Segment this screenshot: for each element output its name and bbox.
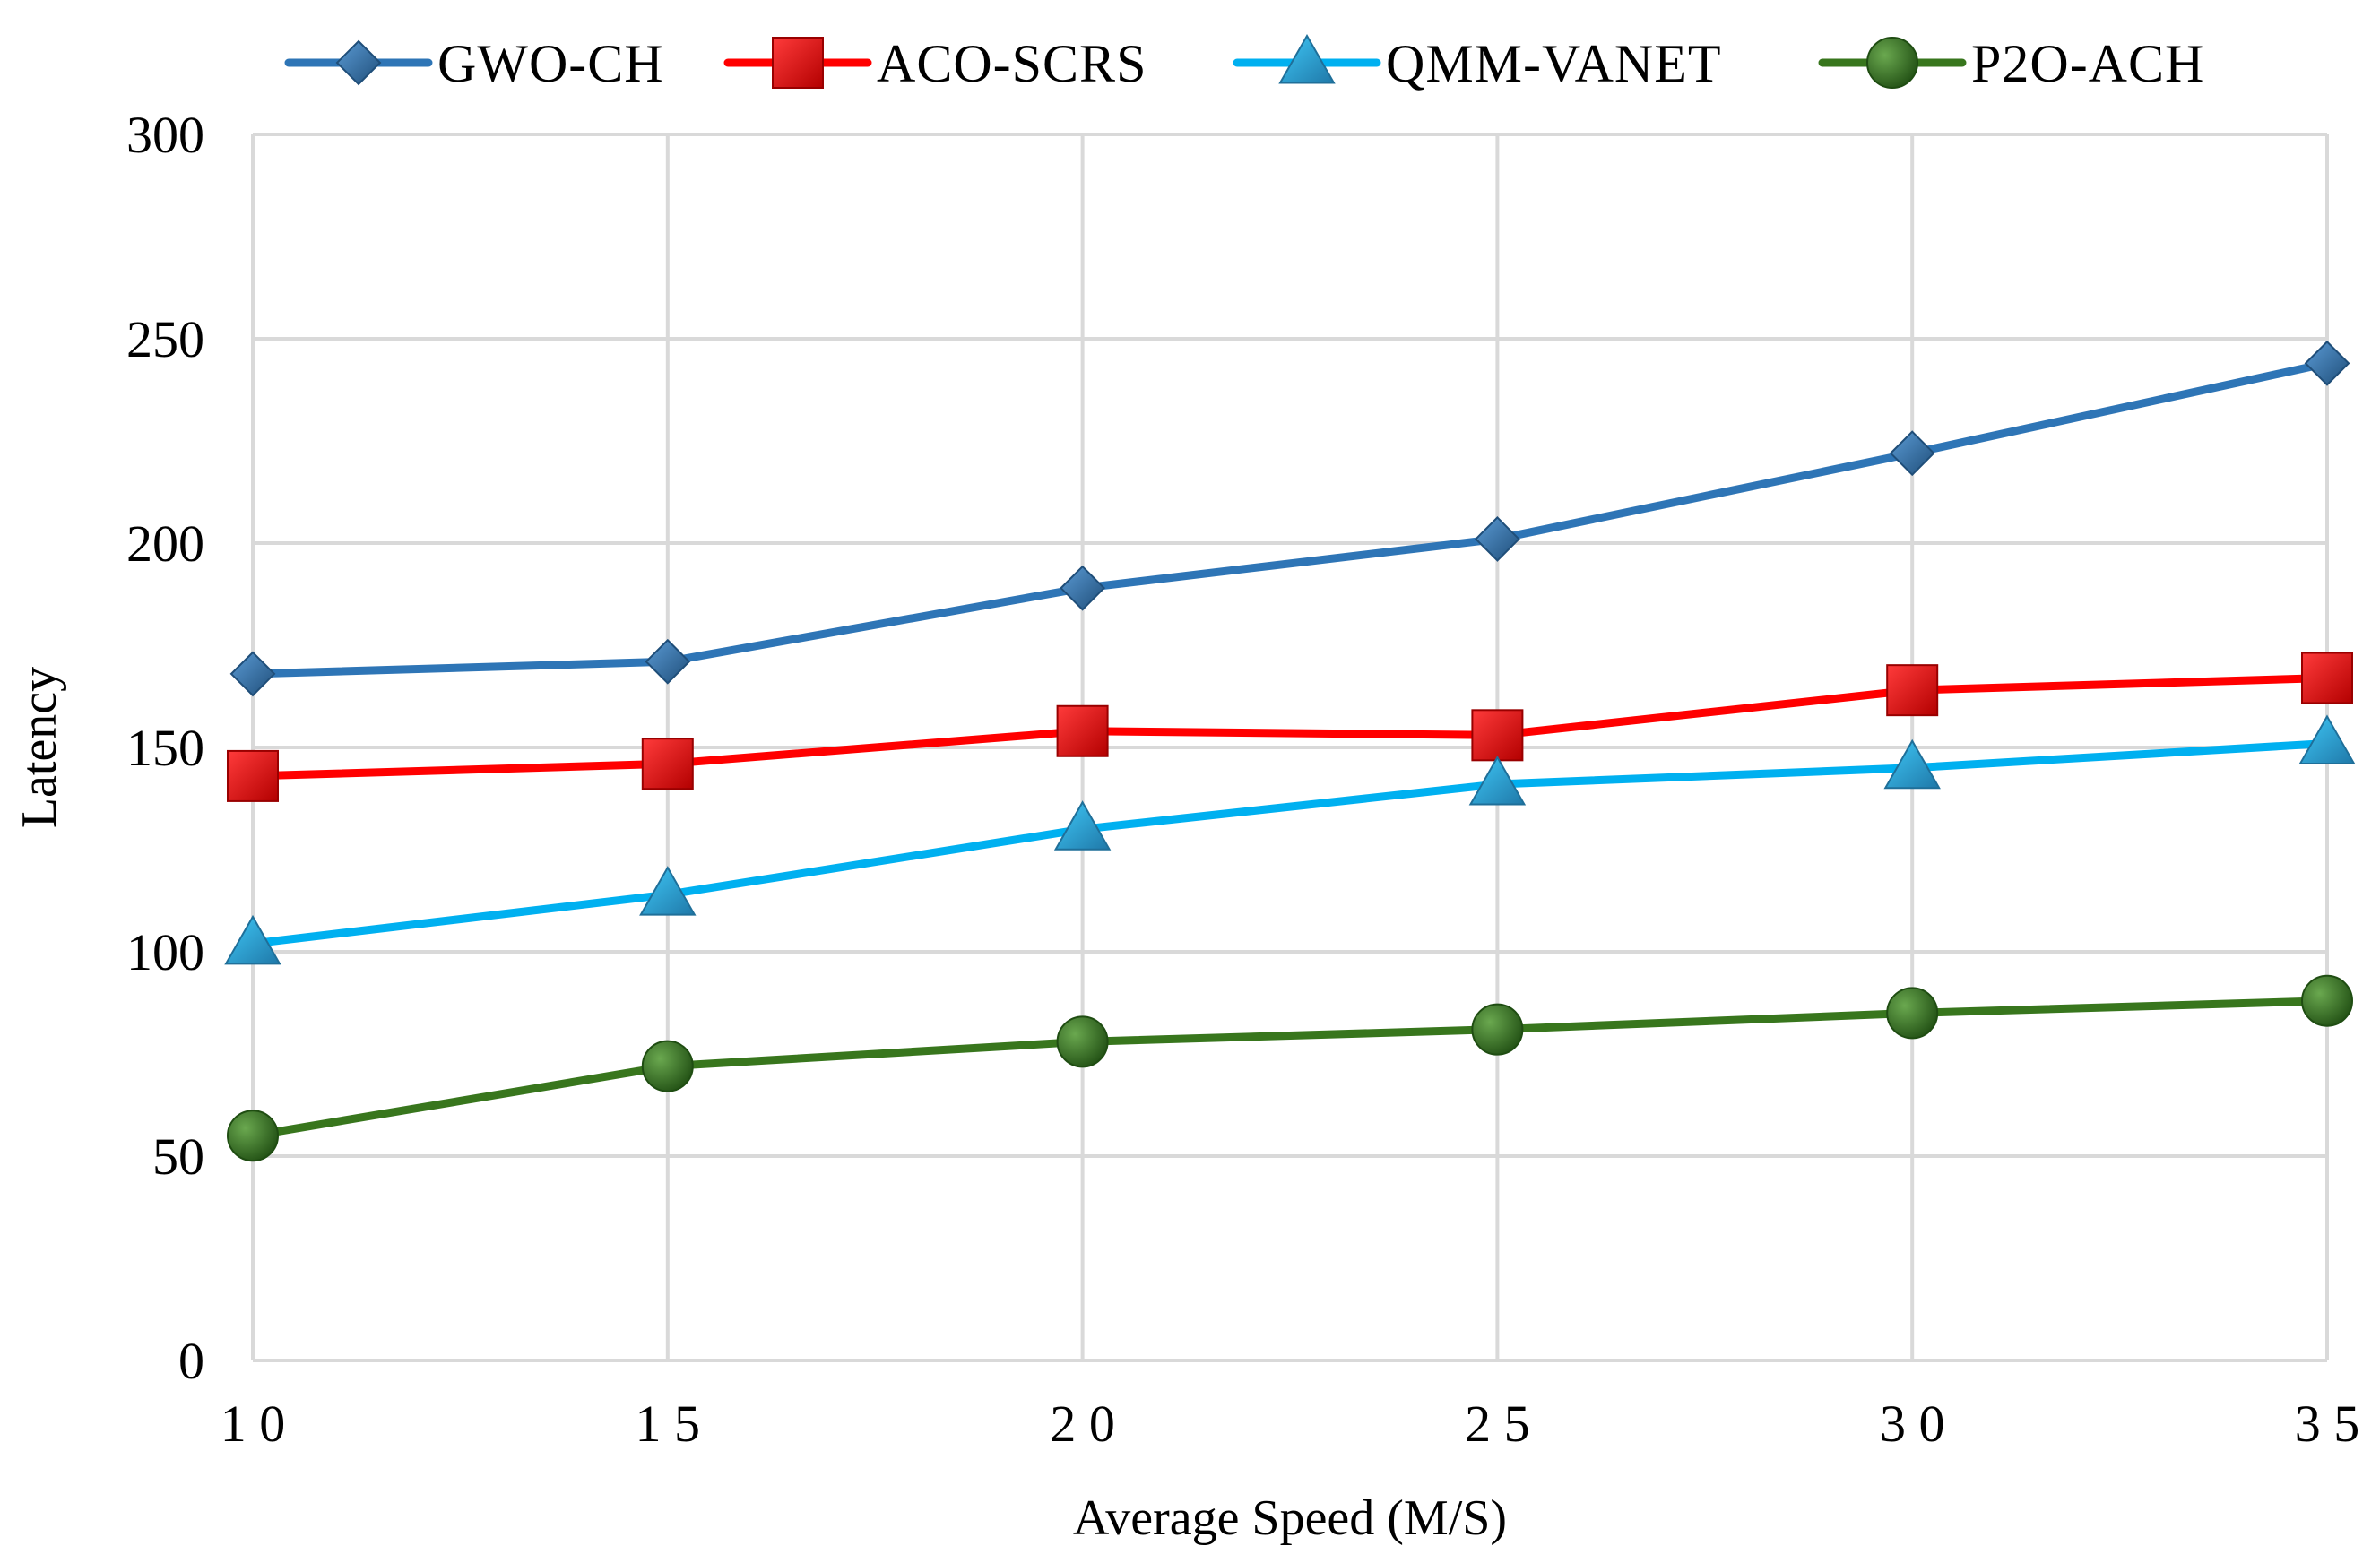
series-qmm-vanet bbox=[224, 714, 2356, 965]
data-point-aco-scrs-15 bbox=[641, 738, 694, 790]
data-point-qmm-vanet-20 bbox=[1053, 800, 1112, 851]
legend-marker-aco-scrs bbox=[772, 37, 824, 89]
x-tick-label-15: 1 5 bbox=[636, 1395, 701, 1453]
x-tick-label-25: 2 5 bbox=[1465, 1395, 1530, 1453]
y-tick-label-100: 100 bbox=[126, 923, 204, 981]
series-group bbox=[224, 340, 2356, 1162]
series-line-aco-scrs bbox=[248, 673, 2332, 781]
legend-label-p2o-ach: P2O-ACH bbox=[1971, 34, 2204, 93]
y-tick-label-50: 50 bbox=[152, 1127, 204, 1186]
legend-item-aco-scrs: ACO-SCRS bbox=[723, 34, 1147, 93]
legend-label-qmm-vanet: QMM-VANET bbox=[1386, 34, 1722, 93]
data-point-aco-scrs-35 bbox=[2301, 652, 2353, 704]
legend-marker-gwo-ch bbox=[335, 39, 382, 86]
series-p2o-ach bbox=[227, 974, 2353, 1162]
legend-marker-qmm-vanet bbox=[1278, 33, 1336, 84]
grid bbox=[251, 133, 2329, 1362]
data-point-gwo-ch-15 bbox=[645, 638, 691, 685]
series-line-qmm-vanet bbox=[248, 738, 2332, 948]
data-point-gwo-ch-20 bbox=[1060, 565, 1106, 611]
data-point-qmm-vanet-25 bbox=[1468, 756, 1527, 806]
series-line-p2o-ach bbox=[248, 997, 2332, 1140]
y-tick-label-150: 150 bbox=[126, 719, 204, 777]
data-point-gwo-ch-10 bbox=[229, 651, 276, 697]
y-axis-title: Latency bbox=[12, 667, 67, 828]
legend-item-p2o-ach: P2O-ACH bbox=[1818, 34, 2204, 93]
data-point-aco-scrs-25 bbox=[1471, 709, 1524, 762]
data-point-p2o-ach-35 bbox=[2301, 974, 2353, 1027]
data-point-qmm-vanet-10 bbox=[224, 914, 281, 965]
series-aco-scrs bbox=[227, 652, 2353, 802]
legend: GWO-CH ACO-SCRS QMM-VANET P2O-ACH bbox=[284, 33, 2204, 93]
legend-item-gwo-ch: GWO-CH bbox=[284, 34, 664, 93]
legend-label-gwo-ch: GWO-CH bbox=[437, 34, 664, 93]
data-point-qmm-vanet-35 bbox=[2298, 714, 2356, 764]
data-point-aco-scrs-30 bbox=[1886, 664, 1939, 717]
x-tick-label-20: 2 0 bbox=[1050, 1395, 1115, 1453]
data-point-aco-scrs-10 bbox=[227, 749, 279, 802]
data-point-qmm-vanet-15 bbox=[639, 866, 697, 916]
series-gwo-ch bbox=[229, 340, 2350, 697]
x-tick-label-10: 1 0 bbox=[221, 1395, 286, 1453]
legend-item-qmm-vanet: QMM-VANET bbox=[1233, 33, 1722, 93]
x-axis-title: Average Speed (M/S) bbox=[1073, 1490, 1507, 1546]
data-point-gwo-ch-35 bbox=[2304, 340, 2350, 386]
legend-marker-p2o-ach bbox=[1866, 37, 1918, 89]
y-tick-label-0: 0 bbox=[178, 1332, 204, 1390]
data-point-p2o-ach-20 bbox=[1056, 1015, 1109, 1068]
data-point-gwo-ch-30 bbox=[1889, 430, 1935, 477]
axes: 0 50 100 150 200 250 300 1 0 1 5 2 0 2 5 3 0 3 5 Aver… bbox=[12, 106, 2359, 1546]
data-point-p2o-ach-30 bbox=[1886, 987, 1939, 1040]
y-tick-label-200: 200 bbox=[126, 514, 204, 573]
x-tick-label-30: 3 0 bbox=[1880, 1395, 1945, 1453]
x-tick-label-35: 3 5 bbox=[2295, 1395, 2360, 1453]
series-line-gwo-ch bbox=[248, 358, 2332, 678]
data-point-p2o-ach-25 bbox=[1471, 1003, 1524, 1056]
data-point-aco-scrs-20 bbox=[1056, 704, 1109, 757]
legend-label-aco-scrs: ACO-SCRS bbox=[877, 34, 1147, 93]
data-point-qmm-vanet-30 bbox=[1883, 738, 1941, 790]
data-point-gwo-ch-25 bbox=[1474, 516, 1520, 562]
data-point-p2o-ach-15 bbox=[641, 1040, 694, 1092]
data-point-p2o-ach-10 bbox=[227, 1110, 279, 1162]
y-tick-label-250: 250 bbox=[126, 310, 204, 368]
y-tick-label-300: 300 bbox=[126, 106, 204, 164]
